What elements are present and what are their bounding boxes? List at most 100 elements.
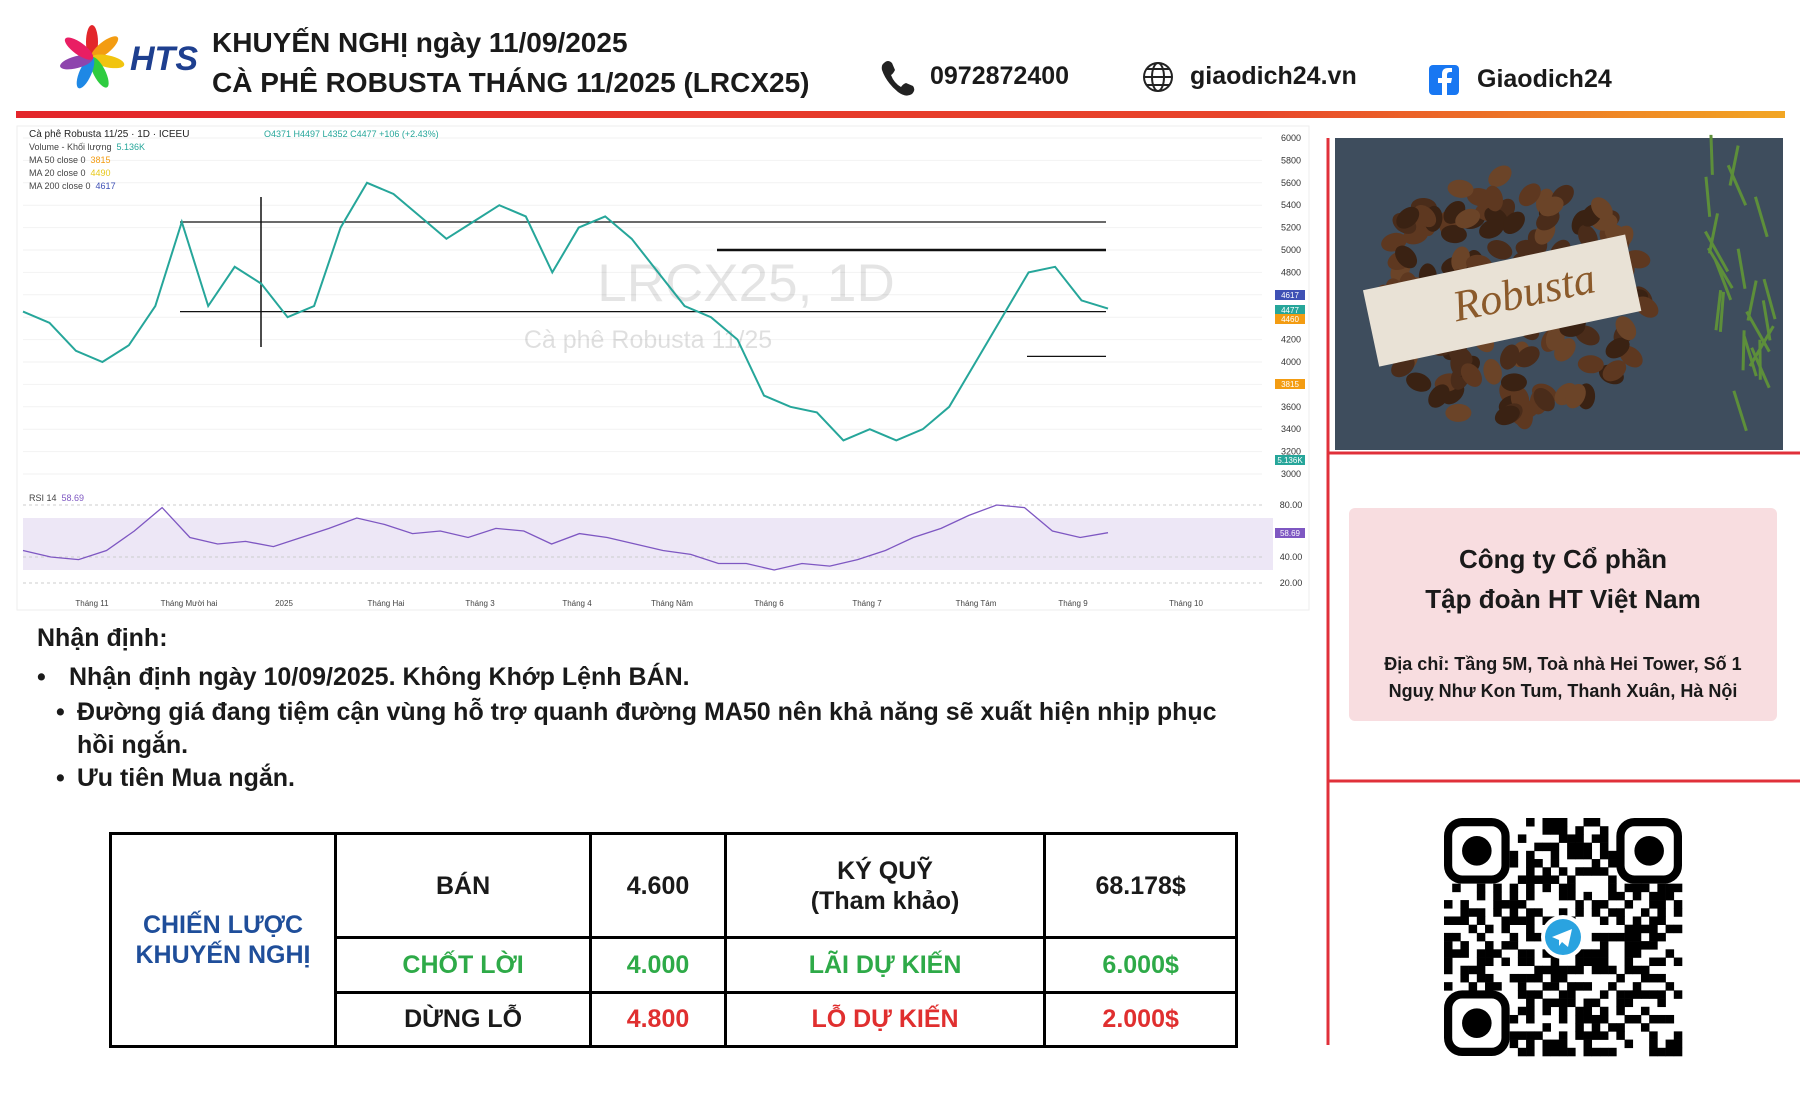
qr-cell [1509, 883, 1519, 893]
qr-finder [1443, 990, 1510, 1057]
qr-cell [1476, 932, 1486, 942]
qr-cell [1616, 998, 1625, 1008]
price-tag [1275, 314, 1305, 324]
qr-cell [1485, 924, 1494, 934]
qr-cell [1583, 982, 1593, 991]
qr-cell [1649, 941, 1658, 950]
bean [1634, 296, 1659, 318]
bean [1515, 239, 1542, 259]
qr-cell [1624, 941, 1634, 950]
qr-cell [1640, 883, 1650, 893]
petal [76, 56, 95, 89]
title: CÀ PHÊ ROBUSTA THÁNG 11/2025 (LRCX25) [212, 67, 810, 98]
qr-cell [1673, 908, 1683, 917]
qr-cell [1640, 973, 1650, 983]
qr-cell [1558, 891, 1568, 901]
qr-cell [1673, 1047, 1683, 1057]
bean [1406, 372, 1432, 392]
leaf [1742, 335, 1758, 377]
qr-cell [1550, 850, 1560, 860]
bean [1494, 405, 1520, 426]
qr-cell [1534, 875, 1543, 884]
qr-cell [1542, 826, 1551, 835]
qr-cell [1673, 900, 1683, 909]
price-tag [1275, 455, 1305, 465]
petal [89, 56, 109, 88]
rsi-band [23, 518, 1273, 570]
qr-cell [1616, 1006, 1625, 1016]
qr-cell [1542, 875, 1551, 884]
qr-cell [1542, 867, 1551, 876]
qr-cell [1460, 949, 1469, 958]
qr-cell [1534, 1031, 1543, 1040]
legend-name: Volume - Khối lượng [29, 142, 111, 152]
qr-cell [1493, 982, 1502, 991]
bean [1440, 225, 1467, 244]
qr-cell [1575, 826, 1584, 835]
qr-cell [1558, 826, 1568, 835]
qr-cell [1517, 1006, 1527, 1016]
qr-cell [1616, 990, 1625, 999]
x-tick-label: Tháng Hai [368, 599, 405, 608]
bean [1451, 246, 1470, 273]
qr-cell [1632, 932, 1642, 942]
qr-cell [1509, 1014, 1519, 1024]
qr-cell [1673, 1031, 1683, 1040]
cell-line: (Tham khảo) [810, 886, 960, 915]
price-tag-label: 5.136K [1277, 456, 1303, 465]
qr-cell [1476, 916, 1486, 925]
x-tick-label: Tháng 7 [852, 599, 882, 608]
qr-cell [1509, 900, 1519, 909]
bullet: Nhận định ngày 10/09/2025. Không Khớp Lệ… [69, 663, 690, 691]
bean [1445, 403, 1472, 422]
bean [1488, 165, 1512, 187]
qr-cell [1526, 1006, 1535, 1016]
qr-cell [1649, 973, 1658, 983]
qr-cell [1632, 924, 1642, 934]
qr-cell [1444, 965, 1453, 975]
legend-name: MA 50 close 0 [29, 155, 86, 165]
qr-cell [1558, 1039, 1568, 1049]
qr-cell [1632, 949, 1642, 958]
qr-cell [1485, 973, 1494, 983]
qr-cell [1665, 924, 1675, 934]
qr-cell [1509, 916, 1519, 925]
leaf [1748, 325, 1775, 367]
qr-cell [1608, 875, 1617, 884]
qr-cell [1624, 965, 1634, 975]
facebook-icon [1429, 65, 1459, 95]
label-line: CHIẾN LƯỢC [142, 911, 304, 939]
watermark: LRCX25, 1D [597, 254, 895, 313]
qr-cell [1649, 1047, 1658, 1057]
bean [1455, 208, 1481, 229]
legend-item: Volume - Khối lượng 5.136K [29, 142, 145, 152]
company-name: Công ty Cổ phần [1459, 544, 1667, 574]
qr-cell [1649, 957, 1658, 967]
address: Nguỵ Như Kon Tum, Thanh Xuân, Hà Nội [1388, 681, 1738, 701]
qr-cell [1567, 891, 1576, 901]
company-box: Công ty Cổ phần Tập đoàn HT Việt Nam Địa… [1349, 508, 1777, 721]
qr-cell [1640, 941, 1650, 950]
cell: 68.178$ [1043, 831, 1238, 940]
bean [1479, 219, 1504, 239]
qr-cell [1665, 883, 1675, 893]
qr-cell [1517, 982, 1527, 991]
y-tick-label: 3000 [1281, 469, 1301, 479]
bean [1413, 205, 1437, 228]
qr-cell [1444, 982, 1453, 991]
rsi-label: RSI 14 58.69 [29, 493, 84, 503]
cell: KÝ QUỸ (Tham khảo) [723, 831, 1047, 940]
cell: 4.600 [589, 831, 727, 940]
qr-cell [1558, 990, 1568, 999]
qr-cell [1583, 850, 1593, 860]
leaf [1718, 291, 1725, 333]
bean [1615, 316, 1637, 341]
leaf [1728, 145, 1740, 186]
qr-cell [1509, 941, 1519, 950]
qr-cell [1476, 949, 1486, 958]
leaf [1709, 134, 1714, 175]
qr-finder [1443, 818, 1510, 884]
cell: DỪNG LỖ [333, 990, 593, 1048]
bean [1449, 345, 1473, 367]
